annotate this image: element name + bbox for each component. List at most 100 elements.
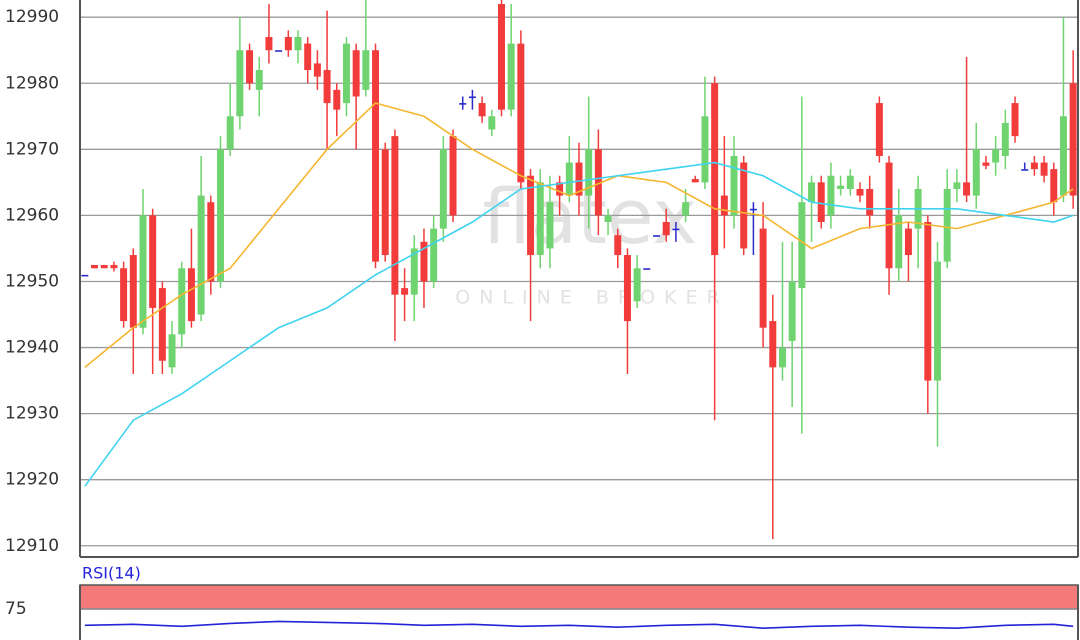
candle-body (720, 195, 728, 216)
candle-body (129, 255, 137, 328)
candle-body (934, 261, 941, 381)
candle-body (420, 241, 428, 282)
candle-body (662, 222, 670, 236)
candle-body (546, 202, 554, 249)
candle-body (401, 288, 409, 295)
candle-body (1001, 122, 1009, 156)
candle-body (885, 162, 893, 269)
candle-body (759, 228, 767, 328)
candle-body (1059, 116, 1067, 196)
candle-body (769, 321, 777, 368)
candle-body (982, 162, 990, 166)
candle-body (808, 182, 816, 203)
candle-body (275, 50, 283, 52)
candle-body (217, 149, 224, 282)
candle-body (120, 268, 128, 322)
candle-body (1050, 169, 1058, 203)
candle-body (527, 175, 535, 256)
candle-body (468, 96, 476, 99)
y-tick-label: 75 (5, 599, 27, 619)
candle-body (866, 188, 874, 216)
candle-body (585, 149, 593, 196)
candle-body (1030, 162, 1038, 170)
candle-body (536, 182, 544, 256)
candle-body (575, 162, 583, 196)
candle-body (304, 43, 312, 71)
y-tick-label: 12950 (5, 271, 59, 291)
candle-body (284, 37, 292, 51)
candle-body (381, 149, 389, 256)
candle-body (556, 182, 564, 196)
candle-body (827, 175, 835, 216)
candle-body (265, 37, 273, 51)
candle-body (943, 188, 951, 262)
y-tick-label: 12990 (5, 7, 59, 27)
y-tick-label: 12980 (5, 73, 59, 93)
candle-body (313, 63, 321, 77)
y-tick-label: 12910 (5, 536, 59, 556)
rsi-panel: 75 (5, 584, 1079, 640)
candle-body (158, 288, 166, 361)
candle-body (672, 228, 680, 231)
watermark-tagline: ONLINE BROKER (455, 287, 728, 309)
y-tick-label: 12970 (5, 139, 59, 159)
candle-body (924, 222, 932, 381)
candle-body (846, 175, 854, 189)
candle-body (604, 215, 612, 223)
candle-body (449, 136, 457, 216)
rsi-title: RSI(14) (82, 564, 141, 583)
candle-body (391, 136, 399, 295)
candle-body (207, 202, 215, 282)
candle-body (149, 215, 157, 308)
candle-body (778, 347, 786, 368)
overbought-band (79, 584, 1079, 610)
candle-body (643, 268, 651, 270)
candle-body (430, 228, 438, 282)
candle-body (691, 179, 699, 183)
candle-body (459, 103, 467, 105)
candle-body (507, 43, 515, 110)
candle-body (653, 235, 661, 237)
candle-body (362, 50, 370, 90)
candle-body (246, 50, 254, 84)
candle-body (352, 50, 360, 97)
candle-body (439, 149, 447, 229)
candle-body (730, 155, 738, 216)
candle-body (817, 182, 825, 223)
indicator-line (84, 102, 1074, 368)
candle-body (953, 182, 961, 189)
candle-body (682, 202, 690, 216)
candle-body (904, 228, 912, 256)
candle-body (1069, 83, 1077, 196)
candle-body (342, 43, 350, 104)
candle-body (236, 50, 244, 117)
candle-body (497, 3, 505, 110)
y-tick-label: 12940 (5, 338, 59, 358)
candle-body (594, 149, 602, 216)
candle-body (410, 248, 418, 295)
candle-body (614, 235, 622, 256)
candle-body (333, 89, 341, 110)
candle-body (1011, 103, 1019, 137)
candle-body (294, 37, 302, 51)
candle-body (992, 149, 1000, 163)
candle-body (110, 264, 118, 269)
candle-body (1021, 169, 1029, 171)
candle-body (895, 215, 903, 269)
candle-body (565, 162, 573, 196)
candle-body (623, 255, 631, 322)
candle-body (226, 116, 234, 150)
indicator-line (84, 620, 1074, 629)
candle-body (711, 83, 719, 256)
candle-body (372, 50, 380, 262)
candle-body (187, 268, 195, 322)
candle-body (139, 215, 147, 328)
candle-body (837, 185, 845, 189)
candle-body (91, 264, 99, 269)
candle-body (81, 274, 89, 277)
y-tick-label: 12960 (5, 205, 59, 225)
candle-body (178, 268, 186, 335)
candle-body (478, 103, 486, 117)
candle-body (255, 70, 263, 90)
